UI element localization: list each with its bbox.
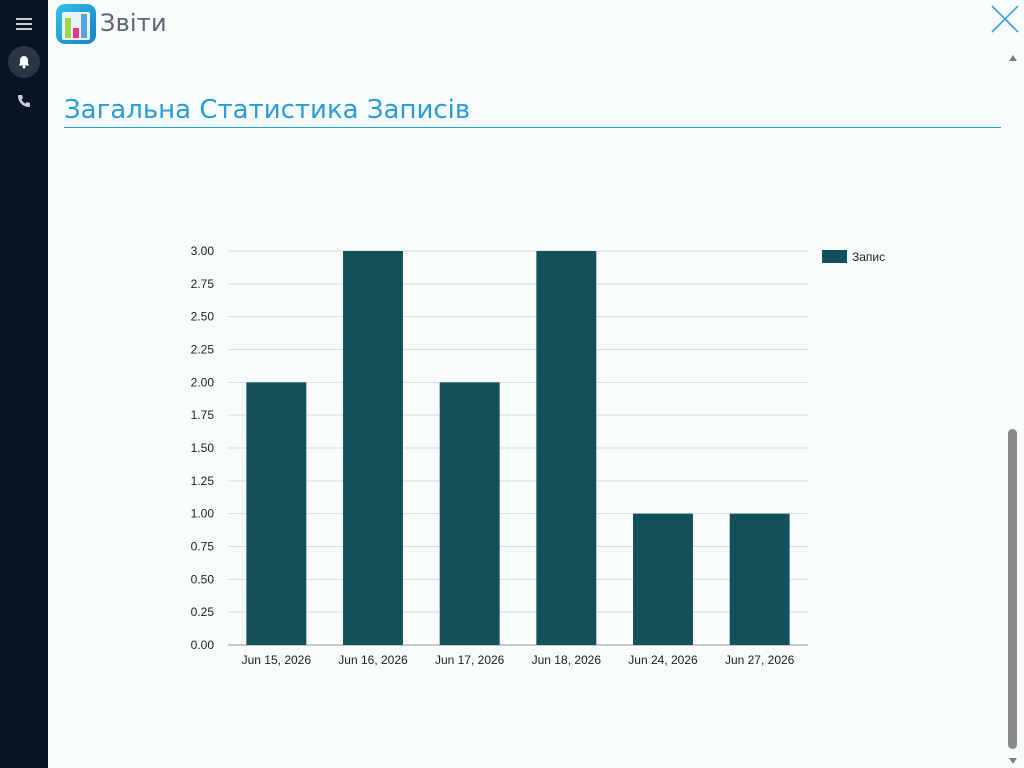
y-tick-label: 0.00 [191,638,215,652]
bar [439,382,500,645]
bar [633,513,693,645]
y-tick-label: 1.00 [191,507,215,521]
x-tick-label: Jun 18, 2026 [532,653,602,667]
phone-icon[interactable] [8,85,40,117]
scroll-down-arrow-icon[interactable] [1009,758,1017,764]
bar-chart: 0.00 0.25 0.50 0.75 1.00 1.25 1.50 1.75 2.00 2.25… [191,244,885,667]
y-tick-label: 0.25 [191,605,215,619]
reports-app-icon [56,4,96,44]
y-tick-label: 2.50 [191,310,215,324]
scroll-up-arrow-icon[interactable] [1009,55,1017,61]
hamburger-menu-icon[interactable] [8,8,40,40]
x-tick-label: Jun 16, 2026 [338,653,408,667]
app-title: Звіти [100,9,167,37]
y-tick-label: 2.00 [191,375,215,389]
y-tick-label: 3.00 [191,244,215,258]
sidebar [0,0,48,768]
bar [536,251,597,645]
report-content: Загальна Статистика Записів [64,90,1001,128]
y-tick-label: 2.75 [191,277,215,291]
y-tick-label: 1.50 [191,441,215,455]
y-tick-label: 0.50 [191,572,215,586]
y-tick-label: 1.75 [191,408,215,422]
x-tick-label: Jun 15, 2026 [242,653,312,667]
x-tick-label: Jun 17, 2026 [435,653,505,667]
x-tick-label: Jun 27, 2026 [725,653,795,667]
app-header: Звіти [48,0,1024,48]
bell-icon[interactable] [8,46,40,78]
close-icon[interactable] [990,4,1020,34]
bar [343,251,403,645]
y-tick-label: 1.25 [191,474,215,488]
scrollbar[interactable] [1000,48,1024,768]
x-tick-label: Jun 24, 2026 [628,653,698,667]
legend-swatch [822,250,847,263]
bar [246,382,307,645]
y-tick-label: 0.75 [191,540,215,554]
bar [729,513,790,645]
section-title: Загальна Статистика Записів [64,90,1001,128]
legend-label: Запис [852,250,885,264]
y-tick-label: 2.25 [191,343,215,357]
scroll-thumb[interactable] [1008,429,1017,749]
